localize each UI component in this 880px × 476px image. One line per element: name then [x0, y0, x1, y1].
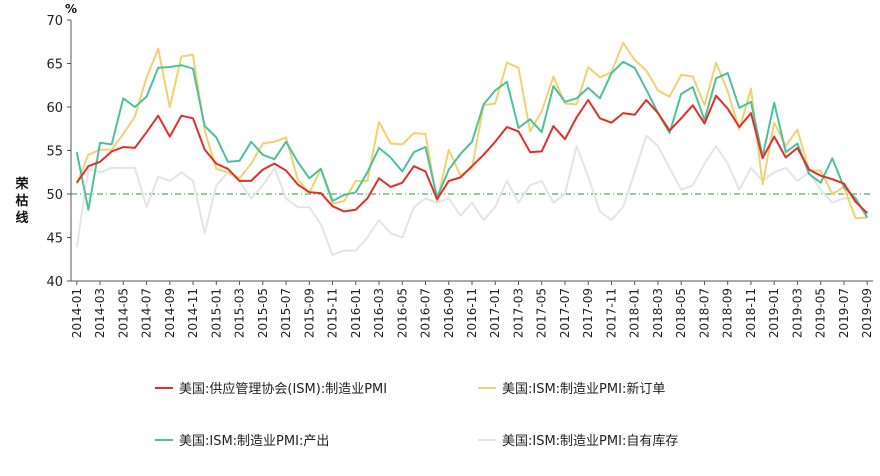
x-tick-label: 2015-11: [326, 288, 340, 338]
x-tick-label: 2017-09: [581, 288, 595, 338]
series-line-pmi: [75, 94, 868, 214]
x-tick-label: 2018-01: [628, 288, 642, 338]
x-tick-label: 2018-09: [721, 288, 735, 338]
x-tick-label: 2018-11: [744, 288, 758, 338]
legend-label-new-orders: 美国:ISM:制造业PMI:新订单: [502, 382, 666, 397]
x-tick-label: 2016-11: [465, 288, 479, 338]
y-tick-label: 55: [46, 145, 63, 160]
legend-swatch-new-orders: [478, 386, 496, 389]
axes: 40 45 50 55 60 65 70 2014-01 2014-03 2014-05 2014-…: [46, 14, 874, 338]
x-tick-label: 2018-03: [651, 288, 665, 338]
x-tick-label: 2018-05: [674, 288, 688, 338]
x-tick-label: 2014-11: [186, 288, 200, 338]
x-tick-label: 2014-05: [116, 288, 130, 338]
x-tick-label: 2016-07: [419, 288, 433, 338]
series-line-new-orders: [75, 41, 868, 220]
x-tick-label: 2019-01: [767, 288, 781, 338]
legend-label-inventories: 美国:ISM:制造业PMI:自有库存: [502, 434, 679, 449]
legend-label-pmi: 美国:供应管理协会(ISM):制造业PMI: [179, 382, 388, 397]
x-tick-label: 2014-07: [140, 288, 154, 338]
legend-item-inventories: 美国:ISM:制造业PMI:自有库存: [478, 430, 678, 449]
x-tick-label: 2017-03: [511, 288, 525, 338]
legend-item-pmi: 美国:供应管理协会(ISM):制造业PMI: [155, 378, 387, 397]
y-tick-label: 50: [46, 188, 63, 203]
x-tick-label: 2015-03: [233, 288, 247, 338]
y-tick-label: 60: [46, 101, 63, 116]
x-tick-label: 2019-07: [837, 288, 851, 338]
y-tick-label: 45: [46, 232, 63, 247]
x-tick-label: 2017-05: [535, 288, 549, 338]
x-tick-label: 2019-05: [814, 288, 828, 338]
y-unit-label: %: [65, 2, 78, 16]
x-tick-label: 2019-03: [790, 288, 804, 338]
legend-label-output: 美国:ISM:制造业PMI:产出: [179, 434, 330, 449]
series-line-inventories: [75, 134, 869, 256]
legend-item-output: 美国:ISM:制造业PMI:产出: [155, 430, 329, 449]
x-tick-label: 2016-01: [349, 288, 363, 338]
legend-swatch-output: [155, 438, 173, 441]
x-tick-label: 2019-09: [860, 288, 874, 338]
x-tick-label: 2014-03: [93, 288, 107, 338]
legend-swatch-pmi: [155, 386, 173, 389]
x-tick-label: 2016-03: [372, 288, 386, 338]
y-tick-label: 65: [46, 58, 63, 73]
x-tick-label: 2014-01: [70, 288, 84, 338]
x-tick-label: 2018-07: [697, 288, 711, 338]
x-tick-label: 2017-01: [488, 288, 502, 338]
x-tick-label: 2017-07: [558, 288, 572, 338]
x-tick-label: 2015-07: [279, 288, 293, 338]
x-tick-label: 2014-09: [163, 288, 177, 338]
legend-swatch-inventories: [478, 438, 496, 441]
x-tick-label: 2016-05: [395, 288, 409, 338]
series-lines: [75, 41, 869, 256]
x-tick-label: 2015-01: [209, 288, 223, 338]
x-tick-label: 2016-09: [442, 288, 456, 338]
x-tick-label: 2017-11: [604, 288, 618, 338]
series-line-output: [75, 60, 869, 219]
y-tick-label: 70: [46, 14, 63, 29]
y-tick-label: 40: [46, 275, 63, 290]
y-axis-label: 荣枯线: [15, 177, 29, 226]
legend-item-new-orders: 美国:ISM:制造业PMI:新订单: [478, 378, 665, 397]
x-tick-label: 2015-09: [302, 288, 316, 338]
x-tick-label: 2015-05: [256, 288, 270, 338]
